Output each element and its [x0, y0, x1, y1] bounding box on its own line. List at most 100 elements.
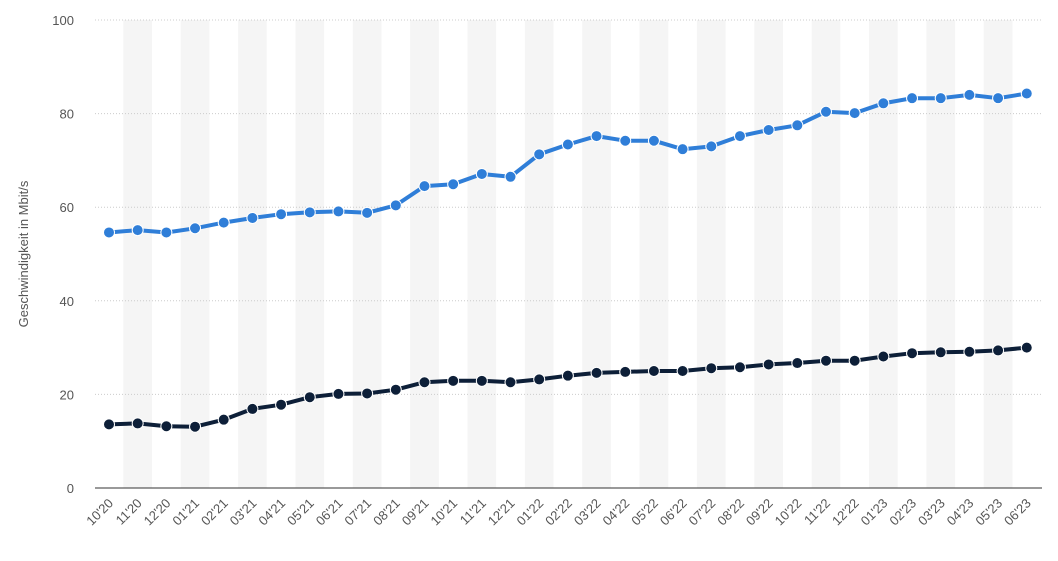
x-tick-label: 03'23 [915, 496, 948, 529]
column-band [754, 20, 783, 488]
data-point [992, 344, 1005, 357]
y-tick-label: 100 [52, 13, 74, 28]
data-point [475, 374, 488, 387]
data-point [504, 376, 517, 389]
data-point [561, 138, 574, 151]
data-point [418, 180, 431, 193]
data-point [647, 365, 660, 377]
x-tick-label: 05'22 [628, 496, 661, 529]
data-point [189, 420, 202, 433]
column-band [983, 20, 1013, 488]
data-point [332, 205, 345, 218]
data-point [533, 373, 546, 386]
data-point [447, 178, 460, 191]
data-point [619, 134, 632, 147]
column-band [467, 20, 497, 488]
x-tick-label: 02'22 [542, 496, 575, 529]
column-band [352, 20, 382, 488]
data-point [160, 226, 173, 239]
data-point [275, 398, 288, 411]
data-point [848, 354, 861, 367]
x-tick-label: 03'21 [227, 496, 260, 529]
data-point [762, 358, 775, 371]
data-point [217, 413, 230, 426]
x-tick-label: 11'21 [457, 496, 489, 528]
column-band [869, 20, 898, 488]
x-tick-label: 10'22 [772, 496, 805, 529]
column-band [295, 20, 325, 488]
data-point [676, 365, 689, 377]
data-point [131, 417, 144, 430]
x-tick-label: 11'20 [113, 496, 145, 528]
column-band [639, 20, 669, 488]
data-point [791, 357, 804, 370]
x-tick-label: 05'21 [284, 496, 317, 529]
data-point [1020, 341, 1033, 354]
data-point [590, 130, 603, 143]
data-point [1020, 87, 1033, 100]
data-point [877, 350, 890, 363]
x-tick-label: 09'21 [399, 496, 432, 529]
x-tick-labels: 10'2011'2012'2001'2102'2103'2104'2105'21… [83, 496, 1034, 529]
data-point [103, 226, 115, 239]
data-point [877, 97, 890, 110]
x-tick-label: 12'22 [829, 496, 862, 529]
data-point [848, 107, 861, 120]
data-point [590, 366, 603, 379]
x-tick-label: 04'23 [944, 496, 977, 529]
column-bands [123, 20, 1013, 488]
y-tick-label: 0 [67, 481, 74, 496]
data-point [361, 206, 374, 219]
data-point [963, 345, 976, 358]
x-tick-label: 04'21 [255, 496, 288, 529]
data-point [733, 130, 746, 143]
data-point [475, 167, 488, 180]
x-tick-label: 10'20 [83, 496, 116, 529]
x-tick-label: 02'23 [886, 496, 919, 529]
data-point [160, 420, 173, 433]
x-tick-label: 04'22 [600, 496, 633, 529]
column-band [238, 20, 267, 488]
x-tick-label: 05'23 [972, 496, 1005, 529]
data-point [676, 143, 689, 156]
data-point [791, 119, 804, 132]
y-tick-label: 20 [60, 387, 74, 402]
data-point [906, 92, 919, 105]
y-tick-label: 40 [60, 294, 74, 309]
data-point [189, 222, 202, 235]
x-tick-label: 01'22 [514, 496, 547, 529]
data-point [332, 387, 345, 400]
column-band [811, 20, 841, 488]
data-point [934, 92, 947, 105]
data-point [447, 374, 460, 387]
y-axis-title: Geschwindigkeit in Mbit/s [16, 180, 31, 327]
data-point [303, 391, 316, 404]
data-point [619, 365, 632, 378]
data-point [963, 88, 976, 101]
data-point [361, 387, 374, 400]
data-point [820, 354, 832, 367]
data-point [504, 170, 517, 183]
column-band [582, 20, 611, 488]
data-point [934, 346, 947, 359]
data-point [389, 383, 402, 396]
x-tick-label: 11'22 [801, 496, 833, 528]
y-tick-label: 60 [60, 200, 74, 215]
x-tick-label: 06'22 [657, 496, 690, 529]
data-point [131, 224, 144, 237]
data-point [533, 148, 546, 161]
x-tick-label: 01'21 [169, 496, 202, 529]
data-point [217, 216, 230, 229]
column-band [696, 20, 726, 488]
data-point [103, 418, 115, 431]
data-point [906, 347, 919, 360]
column-band [180, 20, 210, 488]
data-point [275, 208, 288, 221]
x-tick-label: 02'21 [198, 496, 231, 529]
data-point [820, 105, 832, 118]
x-tick-label: 12'20 [141, 496, 174, 529]
data-point [647, 134, 660, 147]
column-band [410, 20, 439, 488]
